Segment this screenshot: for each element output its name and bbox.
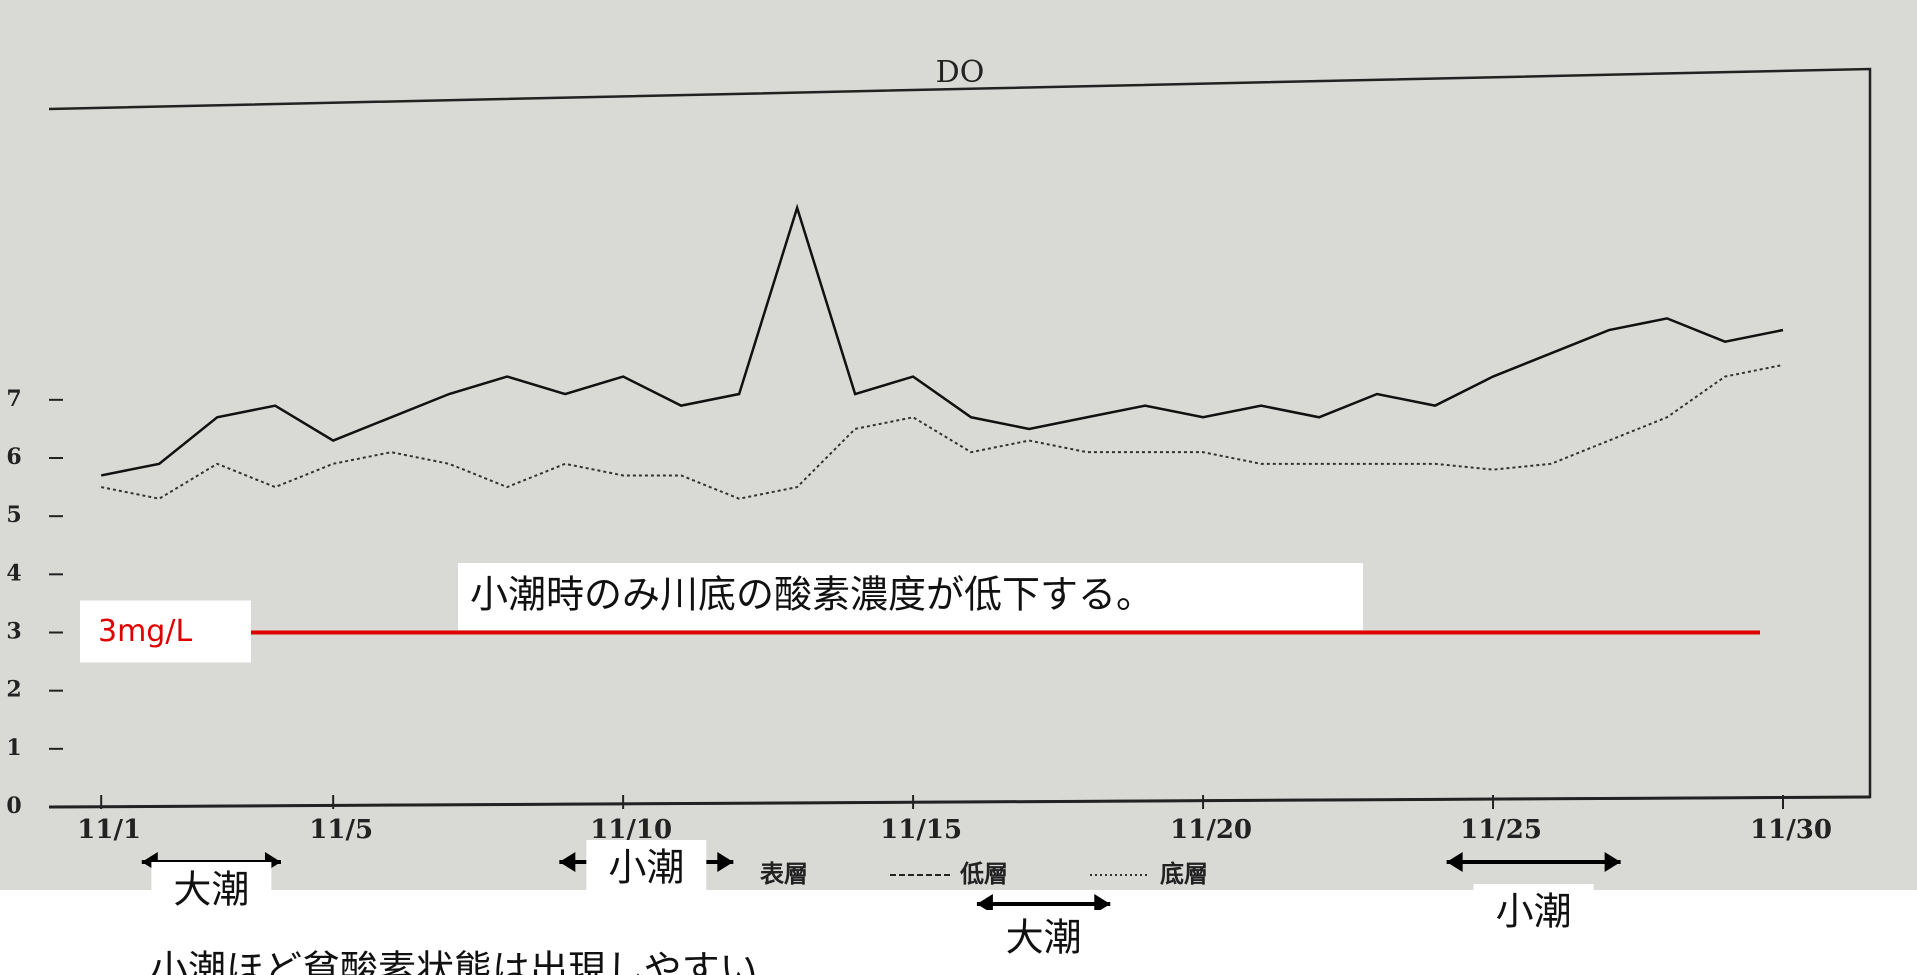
y-tick-label: 0 xyxy=(6,793,21,819)
y-tick-label: 2 xyxy=(6,677,21,703)
chart-title: DO xyxy=(936,55,985,90)
footer-text: 小潮ほど貧酸素状態は出現しやすい xyxy=(150,948,758,975)
y-tick-label: 3 xyxy=(6,619,21,645)
y-tick-label: 6 xyxy=(6,444,21,470)
x-tick-label: 11/25 xyxy=(1460,815,1542,845)
y-tick-label: 1 xyxy=(6,735,21,761)
legend-label: 表層 xyxy=(760,860,808,888)
y-tick-label: 4 xyxy=(6,560,21,586)
x-tick-label: 11/30 xyxy=(1750,815,1832,845)
legend-label: 底層 xyxy=(1160,860,1208,888)
note: 小潮時のみ川底の酸素濃度が低下する。 xyxy=(470,573,1154,617)
x-tick-label: 11/15 xyxy=(880,815,962,845)
tide-label: 大潮 xyxy=(173,868,249,912)
y-tick-label: 5 xyxy=(6,502,21,528)
chart: DO 0123456711/111/511/1011/1511/2011/251… xyxy=(0,0,1917,975)
paper xyxy=(0,0,1917,890)
legend-label: 低層 xyxy=(959,860,1008,888)
tide-label: 小潮 xyxy=(608,846,684,890)
x-tick-label: 11/20 xyxy=(1170,815,1252,845)
threshold-label: 3mg/L xyxy=(98,614,192,649)
y-tick-label: 7 xyxy=(6,386,21,412)
tide-label: 大潮 xyxy=(1006,916,1082,960)
x-tick-label: 11/1 xyxy=(77,815,141,845)
x-tick-label: 11/5 xyxy=(309,815,373,845)
tide-label: 小潮 xyxy=(1496,890,1572,934)
